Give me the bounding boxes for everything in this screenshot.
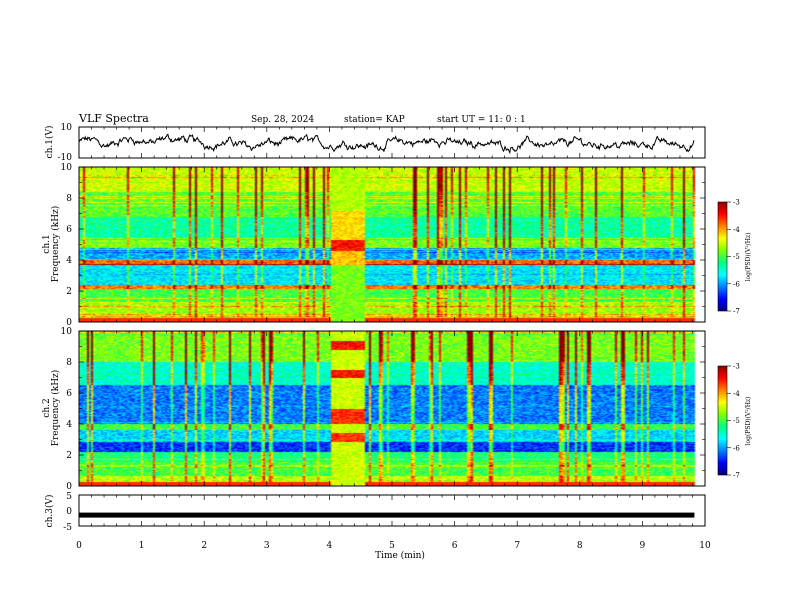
ch1-waveform-ylabel: ch.1(V) (44, 126, 55, 159)
ch3-ytick-top: 5 (66, 492, 72, 502)
start-ut-label: start UT = 11: 0 : 1 (437, 115, 526, 125)
ch1-colorbar-gradient (717, 201, 728, 312)
ch2-colorbar-gradient (717, 365, 728, 476)
ch2-spectrogram-ylabel-line1: ch.2 (42, 398, 52, 417)
date-label: Sep. 28, 2024 (251, 115, 314, 125)
colorbar-tick-label: -4 (733, 226, 740, 234)
frequency-tick-label: 8 (66, 358, 72, 368)
ch1-ytick-top: 10 (61, 123, 73, 133)
ch1-waveform-line (78, 133, 695, 155)
ch1-colorbar-ticks: -3 -4 -5 -6 -7 (727, 199, 740, 316)
ch1-spectrogram-panel: 0 2 4 6 8 10 ch.1 Frequency (kHz) (42, 163, 706, 328)
ch1-spectrogram-ylabel-line1: ch.1 (42, 234, 52, 253)
colorbar-tick-label: -5 (733, 417, 740, 425)
frequency-tick-label: 10 (61, 163, 73, 173)
colorbar-tick-label: -4 (733, 390, 740, 398)
ch3-ytick-bottom: -5 (63, 523, 72, 533)
time-tick-label: 5 (389, 541, 395, 551)
ch2-spectrogram-ylabel-line2: Frequency (kHz) (50, 370, 61, 447)
frequency-tick-label: 6 (66, 225, 72, 235)
ch2-spectrogram-image (79, 331, 705, 486)
station-label: station= KAP (344, 115, 405, 125)
ch3-signal-trace (79, 512, 695, 518)
ch1-colorbar-label: log(PSD)(V²/Hz) (745, 233, 752, 282)
ch2-colorbar: -3 -4 -5 -6 -7 log(PSD)(V²/Hz) (717, 363, 752, 480)
frequency-tick-label: 10 (61, 327, 73, 337)
ch2-spectrogram-panel: 0 2 4 6 8 10 ch.2 Frequency (kHz) (42, 327, 706, 492)
frequency-tick-label: 6 (66, 389, 72, 399)
ch1-colorbar: -3 -4 -5 -6 -7 log(PSD)(V²/Hz) (717, 199, 752, 316)
time-tick-label: 0 (76, 541, 82, 551)
time-tick-label: 4 (327, 541, 333, 551)
time-tick-label: 1 (139, 541, 145, 551)
figure-title: VLF Spectra (78, 112, 149, 125)
ch1-ytick-bottom: -10 (58, 153, 73, 163)
time-tick-label: 6 (452, 541, 458, 551)
colorbar-tick-label: -7 (733, 308, 740, 316)
ch1-spectrogram-ticks (78, 167, 706, 322)
ch3-signal-ticks (78, 495, 706, 526)
ch1-spectrogram-yticks: 0 2 4 6 8 10 (61, 163, 705, 328)
ch1-spectrogram-ylabel-line2: Frequency (kHz) (50, 206, 61, 283)
ch2-spectrogram-ticks (78, 331, 706, 486)
frequency-tick-label: 0 (66, 318, 72, 328)
colorbar-tick-label: -5 (733, 253, 740, 261)
time-axis-label: Time (min) (375, 550, 425, 561)
ch1-waveform-panel: 10 -10 ch.1(V) (44, 123, 706, 163)
colorbar-tick-label: -7 (733, 472, 740, 480)
colorbar-tick-label: -3 (733, 199, 740, 207)
time-axis-ticklabels: 0 1 2 3 4 5 6 7 8 9 10 (76, 541, 711, 551)
time-tick-label: 7 (514, 541, 520, 551)
ch2-colorbar-ticks: -3 -4 -5 -6 -7 (727, 363, 740, 480)
time-tick-label: 2 (201, 541, 207, 551)
ch2-spectrogram-yticks: 0 2 4 6 8 10 (61, 327, 705, 492)
time-tick-label: 9 (640, 541, 646, 551)
ch1-waveform-ticks (78, 127, 706, 158)
frequency-tick-label: 2 (66, 287, 72, 297)
ch3-signal-panel: 5 0 -5 ch.3(V) 0 1 2 3 4 5 6 7 8 9 10 Time (min) (44, 492, 711, 561)
colorbar-tick-label: -6 (733, 444, 740, 452)
frequency-tick-label: 0 (66, 482, 72, 492)
frequency-tick-label: 4 (66, 420, 72, 430)
ch2-colorbar-label: log(PSD)(V²/Hz) (745, 397, 752, 446)
ch1-spectrogram-image (79, 167, 705, 322)
frequency-tick-label: 4 (66, 256, 72, 266)
time-tick-label: 8 (577, 541, 583, 551)
frequency-tick-label: 8 (66, 194, 72, 204)
colorbar-tick-label: -6 (733, 280, 740, 288)
colorbar-tick-label: -3 (733, 363, 740, 371)
ch3-signal-ylabel: ch.3(V) (44, 495, 55, 528)
ch3-ytick-mid: 0 (66, 507, 72, 517)
time-tick-label: 10 (699, 541, 711, 551)
time-tick-label: 3 (264, 541, 270, 551)
frequency-tick-label: 2 (66, 451, 72, 461)
